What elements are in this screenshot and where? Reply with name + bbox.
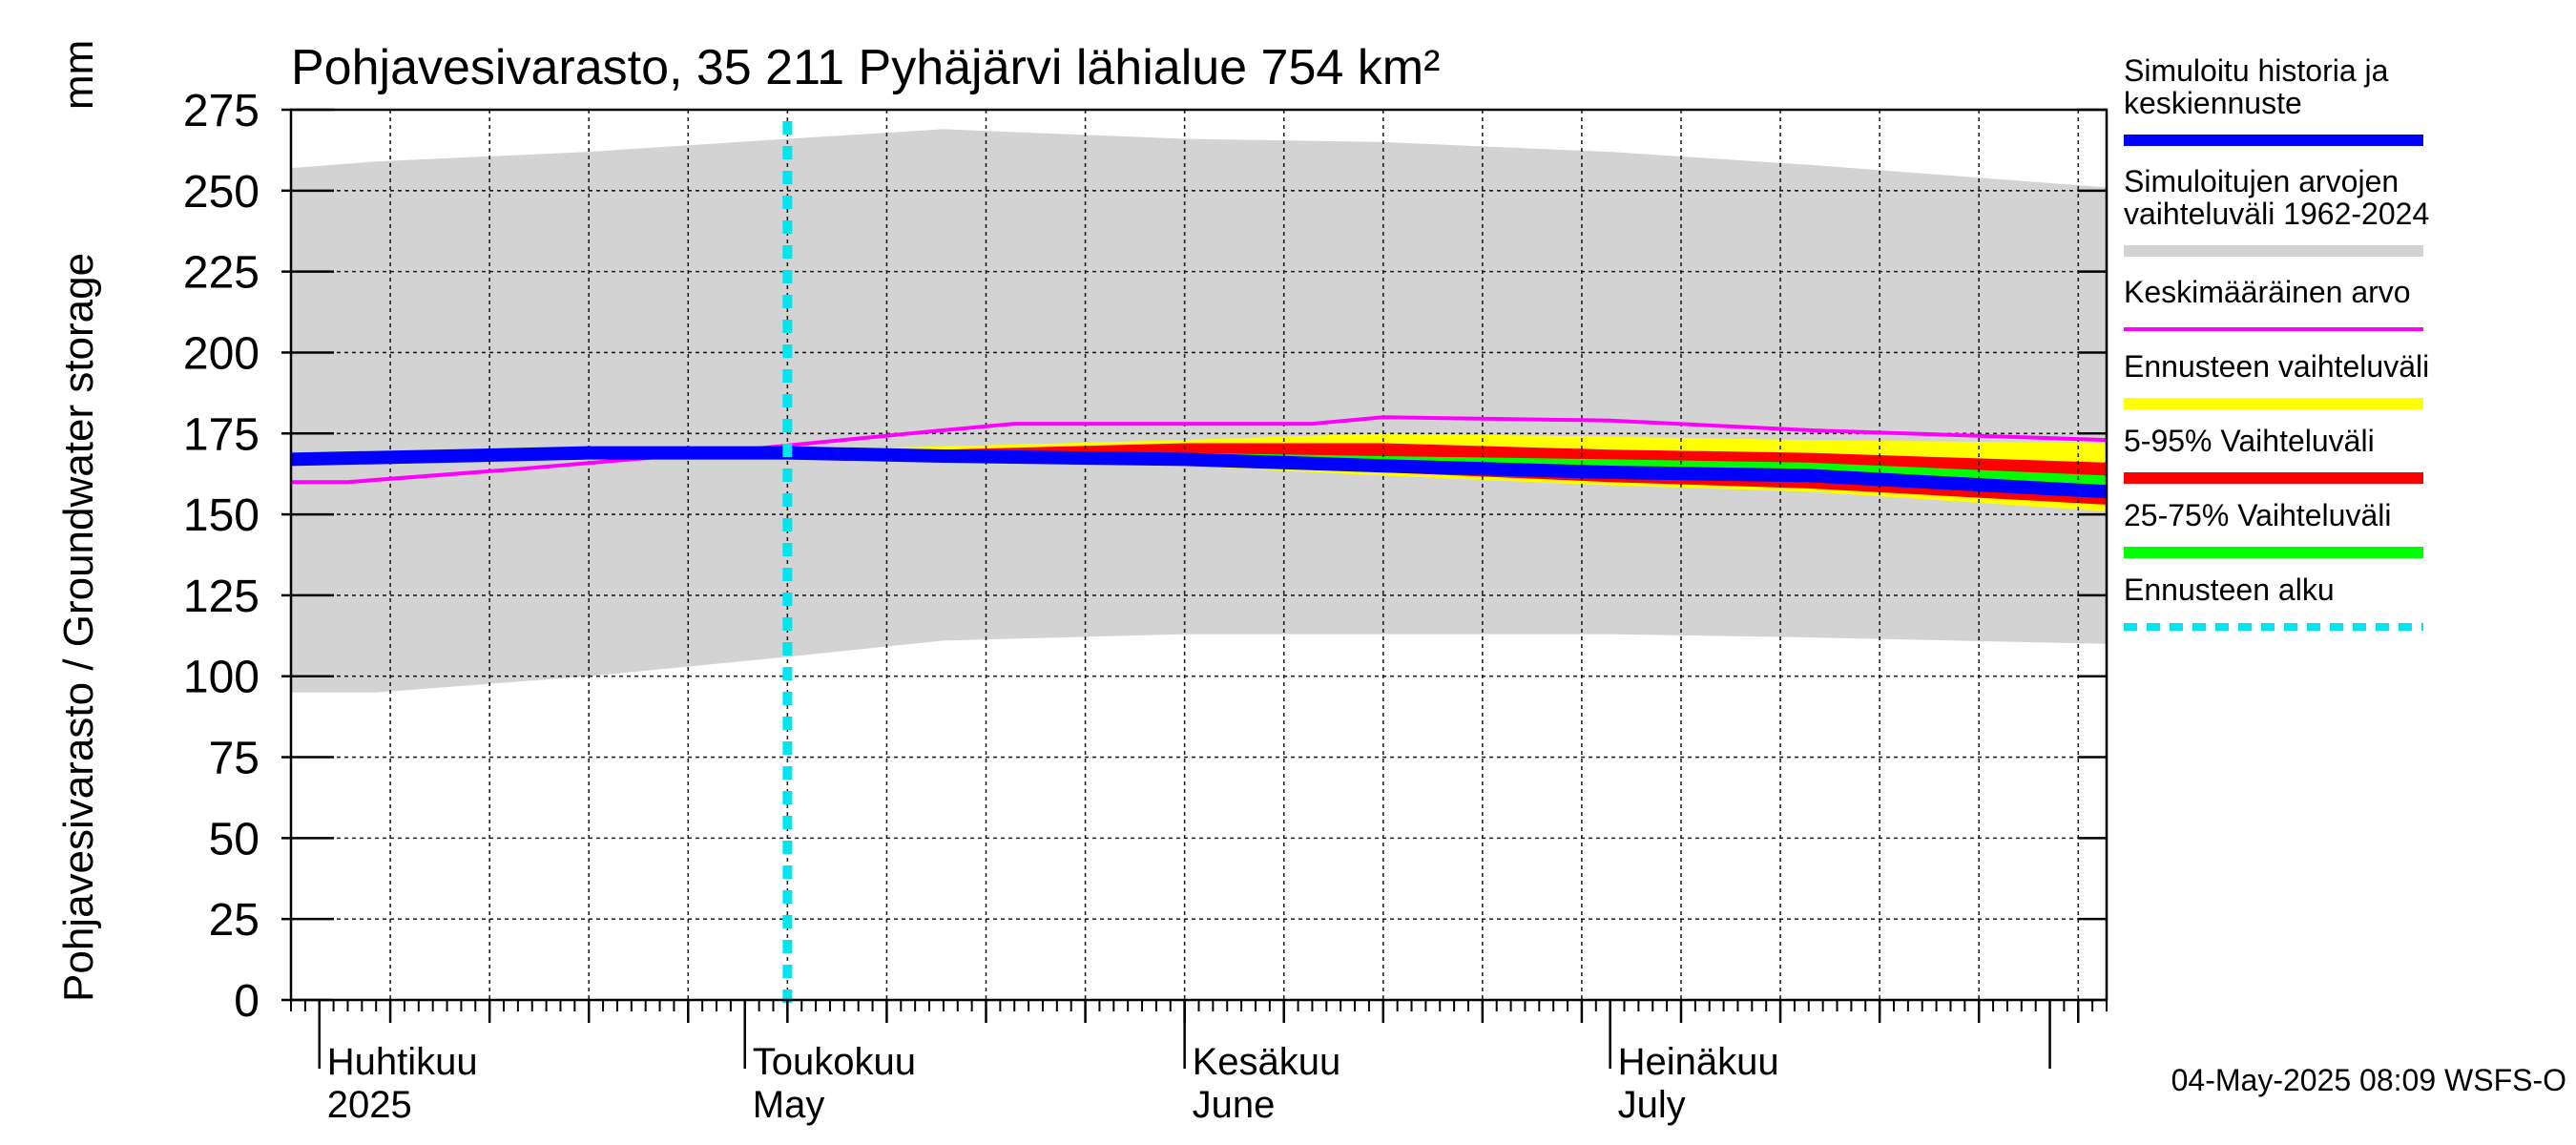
- line-keskim-r-inen-arvo: [291, 415, 2107, 485]
- legend-label: Ennusteen vaihteluväli: [2124, 349, 2429, 384]
- month-label-en: June: [1193, 1084, 1276, 1126]
- y-axis-label: Pohjavesivarasto / Groundwater storage: [55, 253, 102, 1002]
- month-label-fi: Toukokuu: [753, 1041, 916, 1083]
- y-tick-label: 125: [183, 572, 260, 622]
- y-tick-label: 100: [183, 653, 260, 703]
- y-tick-label: 75: [209, 734, 260, 784]
- line-simuloitu-historia-ja-keskiennuste: [291, 446, 2107, 499]
- y-axis-unit: mm: [55, 40, 102, 110]
- legend-label: keskiennuste: [2124, 86, 2302, 120]
- month-label-fi: Heinäkuu: [1618, 1041, 1779, 1083]
- y-tick-label: 200: [183, 328, 260, 379]
- y-tick-label: 175: [183, 409, 260, 460]
- y-tick-label: 275: [183, 86, 260, 136]
- series-layer: [291, 110, 2107, 1000]
- month-label-en: May: [753, 1084, 825, 1126]
- plot-area: 0 25 50 75 100 125 150 175 200 225 250 275 Huhtikuu2…: [183, 86, 2109, 1126]
- legend-label: Ennusteen alku: [2124, 572, 2335, 607]
- y-tick-label: 150: [183, 490, 260, 541]
- month-label-en: 2025: [327, 1084, 412, 1126]
- month-label-en: July: [1618, 1084, 1686, 1126]
- legend-label: 25-75% Vaihteluväli: [2124, 498, 2391, 532]
- legend-label: 5-95% Vaihteluväli: [2124, 424, 2375, 458]
- legend-label: vaihteluväli 1962-2024: [2124, 197, 2429, 231]
- y-tick-label: 50: [209, 814, 260, 864]
- y-tick-label: 250: [183, 167, 260, 218]
- legend-label: Simuloitu historia ja: [2124, 53, 2389, 88]
- legend-label: Keskimääräinen arvo: [2124, 275, 2411, 309]
- y-tick-label: 0: [234, 976, 260, 1027]
- month-label-fi: Huhtikuu: [327, 1041, 478, 1083]
- timestamp-footer: 04-May-2025 08:09 WSFS-O: [2171, 1063, 2566, 1097]
- y-tick-label: 25: [209, 895, 260, 946]
- band-simuloitujen-arvojen-vaihteluv-li-1962-2024: [291, 129, 2107, 693]
- month-label-fi: Kesäkuu: [1193, 1041, 1341, 1083]
- legend-label: Simuloitujen arvojen: [2124, 164, 2399, 198]
- chart-title: Pohjavesivarasto, 35 211 Pyhäjärvi lähia…: [291, 40, 1440, 95]
- y-tick-label: 225: [183, 248, 260, 299]
- grid: [291, 110, 2107, 1000]
